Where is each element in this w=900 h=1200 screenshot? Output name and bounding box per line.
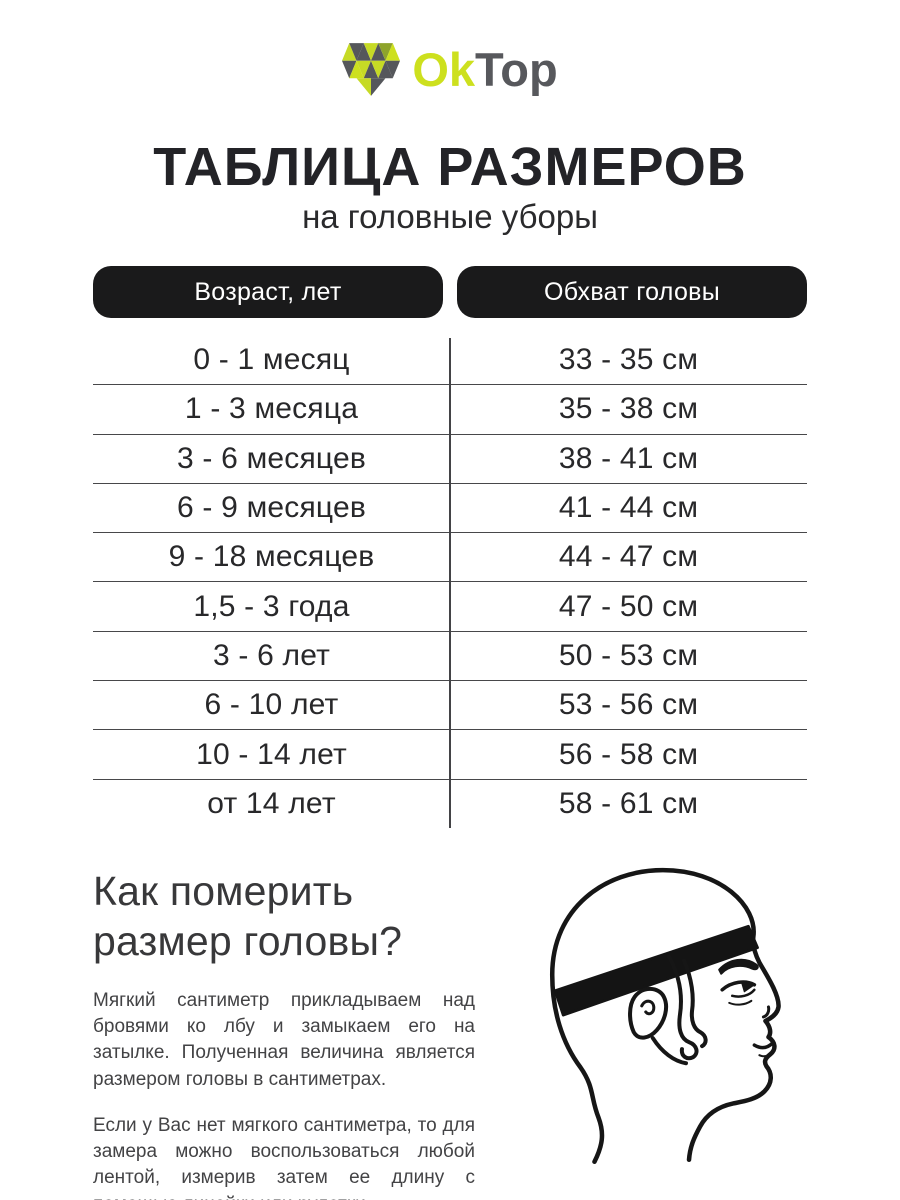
size-cell: 50 - 53 см bbox=[558, 638, 699, 672]
head-profile-with-measuring-tape-icon bbox=[549, 867, 781, 1165]
age-cell: 3 - 6 лет bbox=[212, 638, 331, 672]
brand-logo: OkTop bbox=[0, 36, 900, 102]
age-cell: 9 - 18 месяцев bbox=[168, 540, 375, 574]
table-row: 1 - 3 месяца 35 - 38 см bbox=[93, 385, 807, 435]
howto-heading: Как померить размер головы? bbox=[93, 868, 403, 965]
column-divider bbox=[449, 338, 451, 828]
header-size: Обхват головы bbox=[457, 266, 807, 318]
size-cell: 44 - 47 см bbox=[558, 540, 699, 574]
triangle-mosaic-heart-icon bbox=[342, 42, 401, 96]
age-cell: 1 - 3 месяца bbox=[184, 392, 359, 426]
size-cell: 53 - 56 см bbox=[558, 688, 699, 722]
age-cell: от 14 лет bbox=[207, 787, 336, 821]
size-cell: 35 - 38 см bbox=[558, 392, 699, 426]
page-subtitle: на головные уборы bbox=[302, 198, 598, 235]
size-cell: 58 - 61 см bbox=[558, 787, 699, 821]
howto-paragraph-1: Мягкий сантиметр прикладываем над бровям… bbox=[93, 990, 475, 1090]
table-body: 0 - 1 месяц 33 - 35 см 1 - 3 месяца 35 -… bbox=[93, 336, 807, 829]
size-cell: 56 - 58 см bbox=[558, 737, 699, 771]
age-cell: 6 - 9 месяцев bbox=[177, 491, 366, 525]
table-row: 0 - 1 месяц 33 - 35 см bbox=[93, 336, 807, 386]
age-cell: 6 - 10 лет bbox=[204, 688, 339, 722]
age-cell: 1,5 - 3 года bbox=[193, 589, 350, 623]
table-header-row: Возраст, лет Обхват головы bbox=[93, 266, 807, 318]
age-cell: 3 - 6 месяцев bbox=[177, 441, 366, 475]
head-measurement-figure bbox=[522, 848, 854, 1200]
size-cell: 33 - 35 см bbox=[558, 343, 699, 377]
brand-name-ok: Ok bbox=[412, 42, 476, 96]
table-row: 6 - 10 лет 53 - 56 см bbox=[93, 681, 807, 731]
age-cell: 0 - 1 месяц bbox=[193, 343, 350, 377]
header-age: Возраст, лет bbox=[93, 266, 443, 318]
size-cell: 47 - 50 см bbox=[558, 589, 699, 623]
size-cell: 41 - 44 см bbox=[558, 491, 699, 525]
howto-section: Как померить размер головы? Мягкий санти… bbox=[93, 866, 475, 1200]
brand-name-top: Top bbox=[475, 42, 558, 96]
page-title: ТАБЛИЦА РАЗМЕРОВ bbox=[153, 137, 747, 197]
size-cell: 38 - 41 см bbox=[558, 441, 699, 475]
table-row: от 14 лет 58 - 61 см bbox=[93, 780, 807, 829]
age-cell: 10 - 14 лет bbox=[196, 737, 347, 771]
size-table: Возраст, лет Обхват головы 0 - 1 месяц 3… bbox=[93, 266, 807, 829]
brand-name: OkTop bbox=[412, 46, 557, 93]
howto-paragraph-2: Если у Вас нет мягкого сантиметра, то дл… bbox=[93, 1114, 475, 1200]
